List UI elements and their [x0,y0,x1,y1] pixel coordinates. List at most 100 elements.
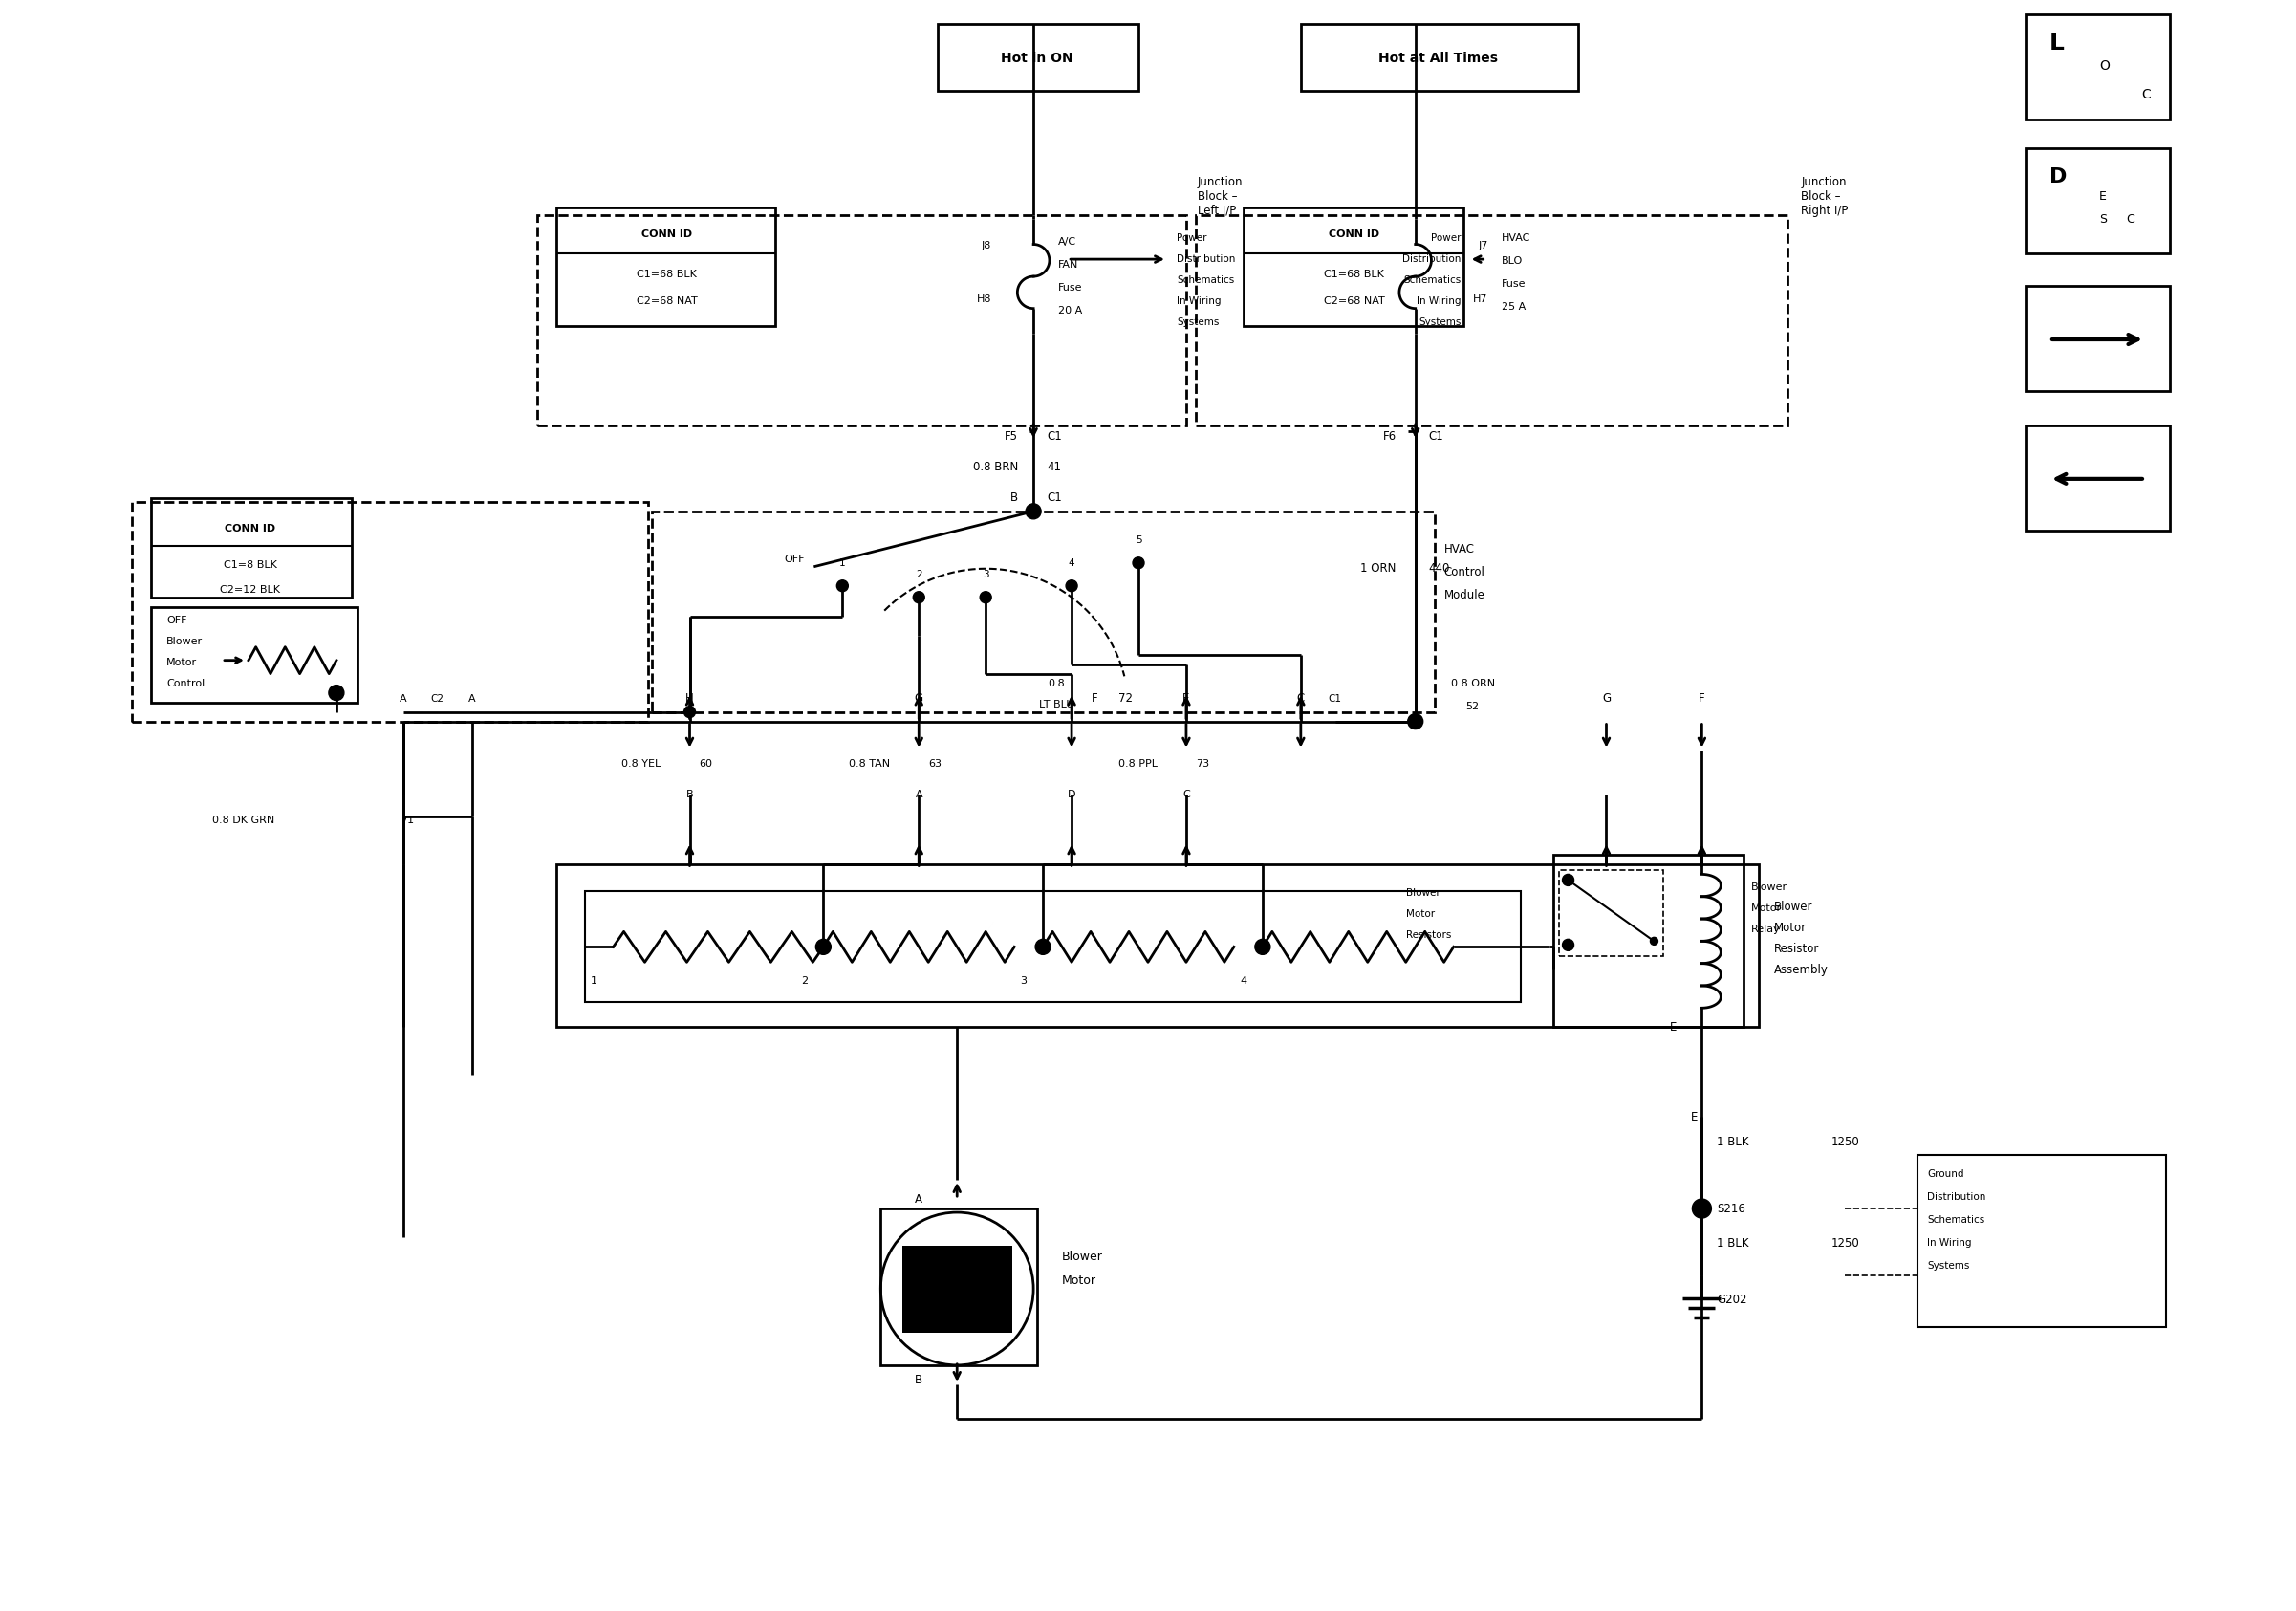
Bar [2027,425,2170,530]
Text: F: F [1091,693,1097,704]
Text: F6: F6 [1382,430,1396,443]
Text: Control: Control [1444,565,1486,578]
Bar [905,1247,1010,1331]
Text: C2=68 NAT: C2=68 NAT [636,296,698,306]
Text: Ground: Ground [1926,1170,1963,1179]
Bar [1196,216,1789,425]
Text: Schematics: Schematics [1926,1215,1984,1224]
Bar [152,607,358,702]
Text: LT BLU: LT BLU [1038,699,1075,709]
Text: HVAC: HVAC [1444,543,1474,556]
Text: C: C [2126,213,2135,226]
Text: 41: 41 [1047,461,1061,474]
Circle shape [1692,1199,1711,1218]
Text: Junction
Block –
Left I/P: Junction Block – Left I/P [1199,176,1242,217]
Bar [939,24,1139,92]
Text: M: M [944,1276,971,1302]
Bar [905,1247,1010,1331]
Circle shape [836,580,847,591]
Text: Motor: Motor [1752,904,1782,913]
Text: E: E [1182,693,1189,704]
Text: E: E [1669,1021,1676,1033]
Text: S: S [2099,213,2108,226]
Text: Motor: Motor [1405,910,1435,920]
Text: Motor: Motor [1063,1274,1097,1287]
Bar [1552,855,1745,1028]
Bar [1917,1155,2165,1327]
Text: 3: 3 [1019,976,1026,986]
Text: 52: 52 [1465,701,1479,710]
Text: A: A [916,789,923,799]
Text: HVAC: HVAC [1502,234,1531,243]
Text: A: A [916,1192,923,1205]
Text: 0.8 ORN: 0.8 ORN [1451,678,1495,688]
Text: OFF: OFF [165,615,186,625]
Text: Assembly: Assembly [1775,963,1828,976]
Bar [585,891,1520,1002]
Text: Distribution: Distribution [1403,255,1460,264]
Bar [133,501,647,722]
Bar [1302,24,1577,92]
Text: 4: 4 [1068,557,1075,567]
Text: G202: G202 [1717,1294,1747,1307]
Text: Junction
Block –
Right I/P: Junction Block – Right I/P [1800,176,1848,217]
Text: G: G [1603,693,1612,704]
Bar [882,1208,1038,1365]
Text: C2=12 BLK: C2=12 BLK [220,585,280,594]
Text: F5: F5 [1006,430,1017,443]
Text: Blower: Blower [165,636,202,646]
Text: 1 BLK: 1 BLK [1717,1136,1750,1149]
Text: 0.8 PPL: 0.8 PPL [1118,759,1157,768]
Text: Motor: Motor [1775,921,1807,934]
Bar [1244,208,1463,325]
Text: S216: S216 [1717,1202,1745,1215]
Text: A/C: A/C [1058,237,1077,246]
Text: 0.8 DK GRN: 0.8 DK GRN [211,817,276,825]
Circle shape [1132,557,1143,569]
Text: Hot in ON: Hot in ON [1001,52,1072,66]
Text: H: H [687,693,693,704]
Bar [2027,148,2170,253]
Circle shape [914,591,925,603]
Text: Control: Control [165,678,204,688]
Text: 73: 73 [1196,759,1210,768]
Text: 1: 1 [590,976,597,986]
Text: Resistors: Resistors [1405,931,1451,941]
Text: 0.8 TAN: 0.8 TAN [850,759,891,768]
Text: A: A [400,694,406,704]
Text: 2: 2 [801,976,808,986]
Text: C2: C2 [432,694,443,704]
Text: L: L [2050,32,2064,55]
Text: 71: 71 [400,817,413,825]
Text: C1=68 BLK: C1=68 BLK [1325,269,1384,279]
Text: In Wiring: In Wiring [1926,1239,1972,1247]
Text: Schematics: Schematics [1176,275,1235,285]
Circle shape [815,939,831,954]
Circle shape [1561,939,1573,950]
Text: Distribution: Distribution [1176,255,1235,264]
Text: Distribution: Distribution [1926,1192,1986,1202]
Text: B: B [914,1374,923,1387]
Text: C2=68 NAT: C2=68 NAT [1325,296,1384,306]
Text: 3: 3 [983,570,990,578]
Circle shape [328,685,344,701]
Text: 4: 4 [1240,976,1247,986]
Text: CONN ID: CONN ID [641,230,691,238]
Text: C1: C1 [1329,694,1341,704]
Text: C1: C1 [1428,430,1444,443]
Circle shape [1035,939,1052,954]
Text: 1 BLK: 1 BLK [1717,1237,1750,1249]
Text: 25 A: 25 A [1502,303,1525,313]
Text: Schematics: Schematics [1403,275,1460,285]
Text: Power: Power [1176,234,1208,243]
Text: 1250: 1250 [1830,1136,1860,1149]
Text: CONN ID: CONN ID [1329,230,1380,238]
Text: Blower: Blower [1775,901,1814,913]
Bar [2027,285,2170,391]
Text: F: F [1699,693,1706,704]
Circle shape [1256,939,1270,954]
Text: CONN ID: CONN ID [225,524,276,533]
Text: In Wiring: In Wiring [1176,296,1221,306]
Text: Motor: Motor [165,657,197,667]
Text: O: O [2099,60,2110,72]
